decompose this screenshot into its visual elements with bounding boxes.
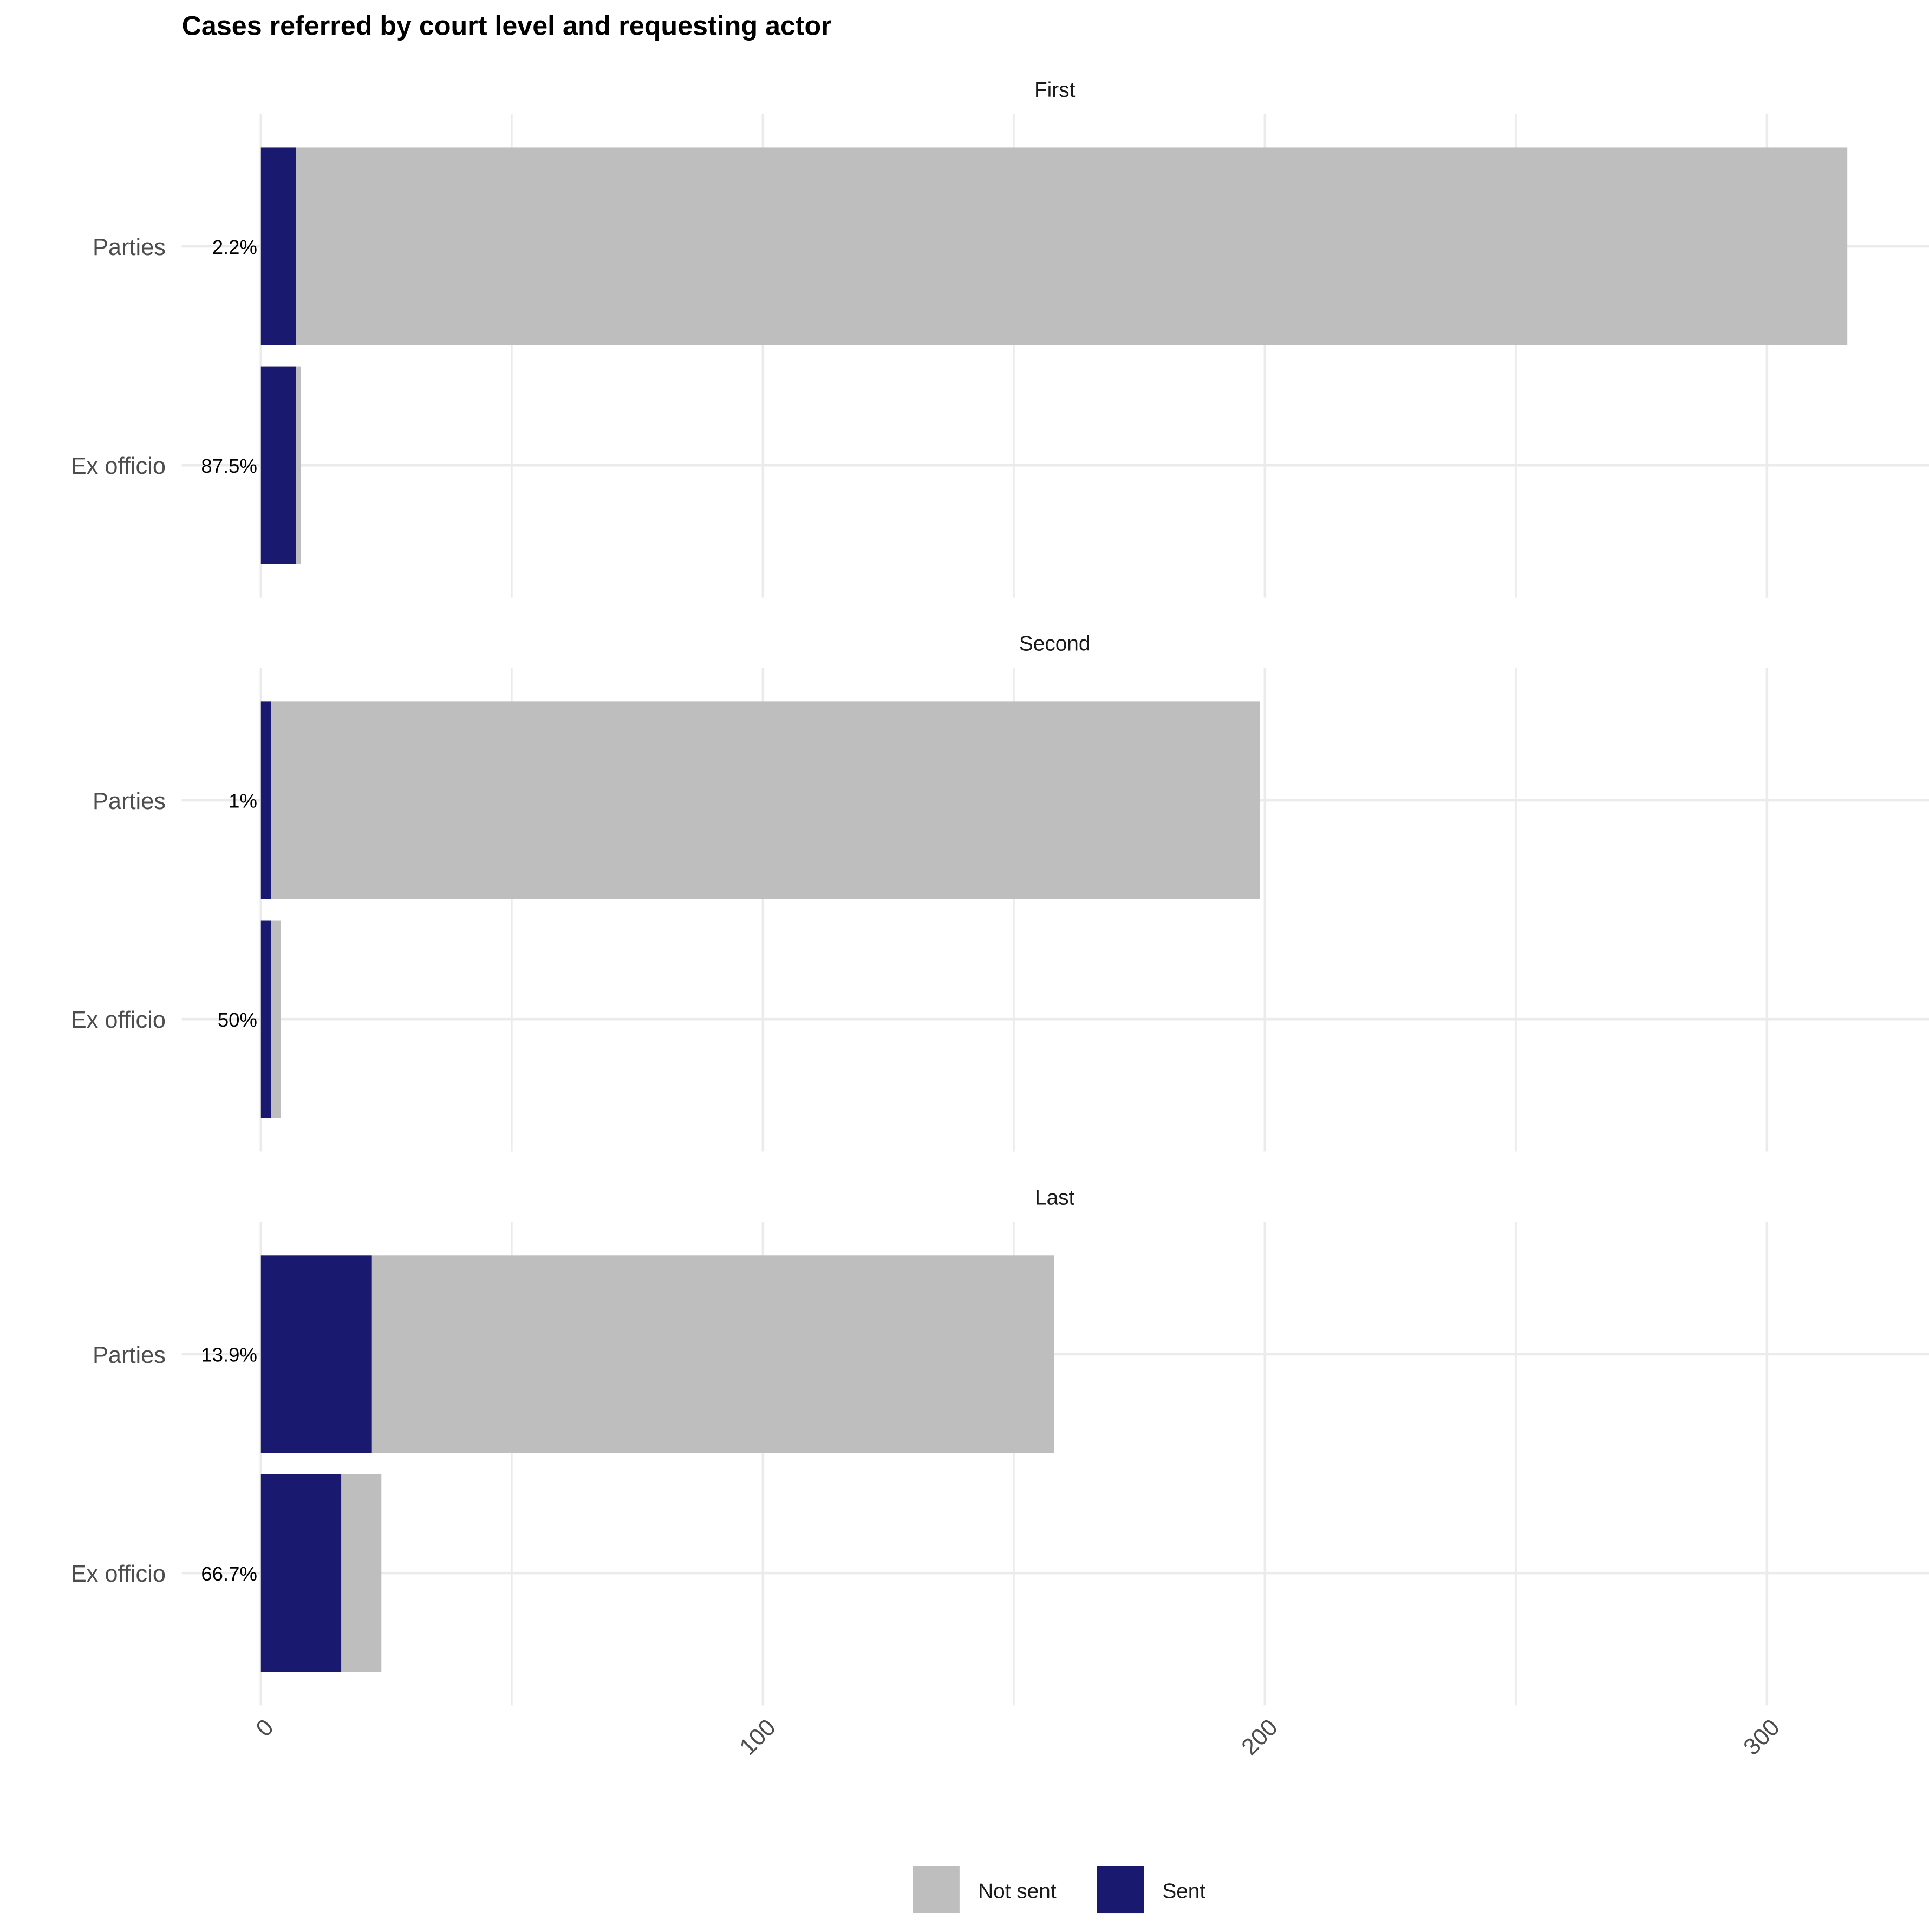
data-label: 2.2% [212, 236, 257, 258]
legend-label: Sent [1162, 1880, 1205, 1903]
x-tick-label: 200 [1237, 1714, 1283, 1760]
y-tick-label: Ex officio [71, 453, 166, 479]
bar-not-sent [371, 1255, 1054, 1453]
data-label: 87.5% [201, 455, 257, 477]
data-label: 50% [218, 1009, 257, 1031]
bar-not-sent [271, 701, 1260, 899]
data-label: 13.9% [201, 1344, 257, 1366]
x-tick-label: 0 [251, 1714, 279, 1742]
legend-swatch-not-sent [913, 1866, 960, 1914]
data-label: 1% [229, 790, 257, 812]
y-tick-label: Parties [93, 788, 166, 814]
facet-label: Last [1035, 1186, 1075, 1210]
bar-not-sent [271, 920, 281, 1118]
legend-swatch-sent [1097, 1866, 1144, 1914]
y-tick-label: Parties [93, 1342, 166, 1368]
x-tick-label: 300 [1739, 1714, 1785, 1760]
legend-label: Not sent [978, 1880, 1057, 1903]
bar-sent [260, 1255, 372, 1453]
x-tick-label: 100 [735, 1714, 781, 1760]
bar-sent [260, 701, 271, 899]
y-tick-label: Parties [93, 234, 166, 260]
bar-sent [260, 366, 296, 564]
facet-label: Second [1019, 632, 1091, 656]
bar-sent [260, 147, 296, 345]
bar-not-sent [341, 1474, 382, 1672]
bar-not-sent [296, 366, 301, 564]
data-label: 66.7% [201, 1563, 257, 1585]
bar-sent [260, 1474, 342, 1672]
facet-label: First [1034, 79, 1076, 102]
chart-title: Cases referred by court level and reques… [182, 11, 832, 41]
y-tick-label: Ex officio [71, 1007, 166, 1033]
y-tick-label: Ex officio [71, 1561, 166, 1587]
bar-sent [260, 920, 271, 1118]
bar-not-sent [296, 147, 1848, 345]
